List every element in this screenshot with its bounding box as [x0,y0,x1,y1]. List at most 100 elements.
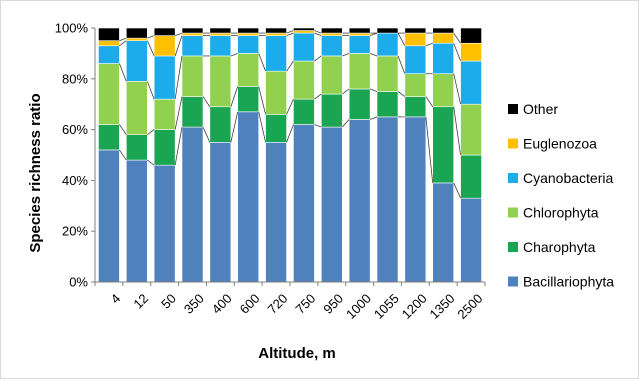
bar-segment-cyanobacteria-720 [265,35,287,72]
bar-segment-cyanobacteria-1350 [432,42,455,75]
bar-segment-cyanobacteria-50 [153,55,176,100]
y-axis-title: Species richness ratio [27,93,44,252]
bar-segment-other-350 [181,27,204,34]
bar-segment-bacillariophyta-50 [153,164,176,283]
y-tick-label: 40% [62,173,88,188]
x-tick-label: 1350 [427,291,458,322]
bar-segment-bacillariophyta-2500 [460,197,482,283]
bar-segment-euglenozoa-50 [153,35,176,57]
bar-segment-bacillariophyta-1350 [432,182,455,283]
legend-swatch-charophyta [508,242,518,252]
x-tick-label: 12 [130,291,151,312]
legend-swatch-other [508,104,518,114]
x-tick-label: 1055 [371,291,402,322]
connector-line-cyanobacteria [174,35,183,57]
connector-line-euglenozoa [286,30,294,34]
connector-line-chlorophyta [342,53,350,57]
y-tick-label: 100% [55,21,89,36]
y-tick-label: 80% [62,71,88,86]
plot-area [98,27,482,283]
bar-segment-charophyta-1200 [404,96,427,118]
x-tick-label: 1200 [399,291,430,322]
bar-segment-other-1350 [432,27,455,34]
connector-line-cyanobacteria [119,40,127,47]
connector-line-chlorophyta [453,73,461,105]
connector-line-bacillariophyta [174,126,183,166]
bar-segment-cyanobacteria-950 [320,35,343,57]
bar-segment-chlorophyta-12 [125,81,148,135]
bar-segment-euglenozoa-400 [209,32,232,36]
connector-line-charophyta [230,86,239,107]
connector-line-bacillariophyta [453,182,461,199]
bar-segment-bacillariophyta-720 [265,142,287,283]
connector-line-cyanobacteria [453,43,461,62]
connector-line-euglenozoa [147,35,155,39]
y-tick-label: 60% [62,122,88,137]
connector-line-charophyta [286,98,294,115]
connector-line-bacillariophyta [286,124,294,143]
connector-line-chlorophyta [397,55,406,74]
bar-segment-chlorophyta-600 [237,53,260,87]
x-tick-label: 750 [292,291,318,317]
x-tick-label: 720 [265,291,291,317]
bar-segment-charophyta-1000 [348,88,371,120]
connector-line-euglenozoa [119,37,127,42]
bar-segment-cyanobacteria-1200 [404,45,427,75]
connector-line-chlorophyta [286,60,294,72]
connector-line-bacillariophyta [119,149,127,161]
bar-segment-cyanobacteria-750 [293,32,315,62]
bar-segment-other-1000 [348,27,371,34]
bar-segment-other-4 [98,27,120,41]
connector-line-chlorophyta [174,55,183,100]
connector-line-charophyta [202,96,211,107]
bar-segment-chlorophyta-720 [265,70,287,115]
bar-segment-other-400 [209,27,232,34]
bar-segment-chlorophyta-4 [98,63,120,125]
bar-segment-cyanobacteria-12 [125,40,148,82]
bar-segment-euglenozoa-12 [125,37,148,41]
connector-line-charophyta [314,93,322,100]
x-tick-label: 2500 [454,291,485,322]
bar-segment-euglenozoa-720 [265,32,287,36]
connector-line-bacillariophyta [425,116,434,183]
bar-segment-chlorophyta-1000 [348,53,371,90]
bar-segment-cyanobacteria-1055 [376,32,399,57]
bar-segment-bacillariophyta-1055 [376,116,399,283]
bar-segment-euglenozoa-4 [98,40,120,47]
bar-segment-euglenozoa-750 [293,30,315,34]
bar-segment-charophyta-750 [293,98,315,125]
connector-line-chlorophyta [230,53,238,57]
bar-segment-charophyta-1055 [376,91,399,118]
x-tick-label: 350 [181,291,207,317]
connector-line-cyanobacteria [425,42,433,47]
bar-segment-chlorophyta-1350 [432,73,455,108]
bar-segment-other-720 [265,27,287,34]
bar-segment-euglenozoa-350 [181,32,204,36]
connector-line-bacillariophyta [341,119,350,128]
bar-segment-other-750 [293,27,315,31]
y-axis: 0% 20% 40% 60% 80% 100% [55,21,96,290]
bar-segment-euglenozoa-1200 [404,32,427,47]
bar-segment-chlorophyta-50 [153,98,176,130]
connector-line-chlorophyta [370,53,378,57]
bar-segment-charophyta-950 [320,93,343,128]
connector-line-chlorophyta [146,81,155,100]
legend-label-other: Other [523,101,558,117]
bar-segment-charophyta-600 [237,86,260,113]
bar-segment-charophyta-1350 [432,106,455,184]
bar-segment-chlorophyta-950 [320,55,343,95]
connector-line-chlorophyta [314,55,322,62]
bar-segment-bacillariophyta-350 [181,126,204,283]
connector-line-charophyta [258,86,266,115]
legend: Other Euglenozoa Cyanobacteria Chlorophyta C… [508,101,614,290]
connector-line-cyanobacteria [370,32,378,36]
connector-line-euglenozoa [314,30,322,34]
bar-segment-chlorophyta-350 [181,55,204,97]
connector-line-chlorophyta [258,53,266,72]
connector-line-charophyta [370,88,378,92]
bar-segment-cyanobacteria-350 [181,35,204,57]
connector-line-charophyta [119,124,127,135]
bar-segment-euglenozoa-950 [320,32,343,36]
bar-segment-cyanobacteria-1000 [348,35,371,54]
legend-swatch-euglenozoa [508,138,518,149]
